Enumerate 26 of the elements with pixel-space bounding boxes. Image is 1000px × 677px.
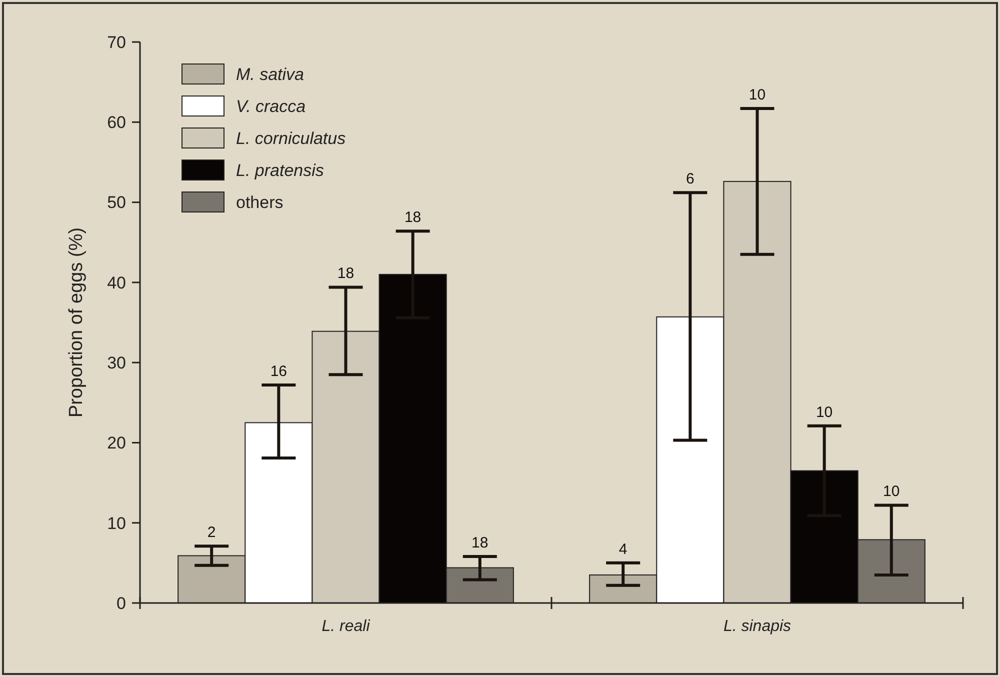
y-tick-label: 0 [116,594,126,613]
annotation: 4 [618,540,628,558]
annotation: 10 [816,404,833,421]
x-tick-label: L. reali [322,618,370,635]
x-tick-label: L. sinapis [723,618,792,635]
legend-label: V. cracca [236,96,306,116]
annotation: 10 [748,86,766,104]
annotation: 18 [404,209,422,226]
y-tick-label: 60 [107,113,126,132]
y-tick-label: 10 [107,514,126,533]
y-tick-label: 40 [107,273,126,292]
y-axis-title: Proportion of eggs (%) [66,227,87,418]
annotation: 18 [472,534,488,552]
y-tick-label: 50 [107,193,126,212]
legend-label: M. sativa [236,64,304,84]
annotation: 2 [207,524,216,542]
y-tick-label: 30 [107,354,126,373]
legend-label: others [236,192,284,212]
annotation: 6 [686,170,694,188]
annotation: 16 [270,363,288,380]
legend-label: L. corniculatus [236,128,346,148]
legend-label: L. pratensis [236,160,324,180]
y-tick-label: 20 [107,434,126,453]
y-tick-label: 70 [107,32,126,52]
annotation: 10 [883,483,900,500]
annotation: 18 [337,265,354,282]
